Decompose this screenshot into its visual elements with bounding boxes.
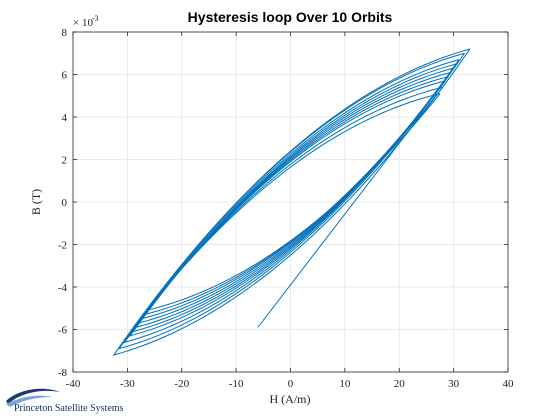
y-tick-label: 0 [62, 197, 68, 209]
hysteresis-loop-line [112, 48, 471, 356]
y-axis-label: B (T) [29, 189, 43, 215]
hysteresis-loop-line [128, 63, 457, 337]
y-tick-label: -6 [58, 325, 68, 337]
logo-swoosh-icon [6, 388, 60, 404]
x-tick-label: 10 [339, 378, 351, 390]
company-logo: Princeton Satellite Systems [6, 388, 124, 414]
grid-lines [73, 32, 508, 372]
x-tick-label: 30 [448, 378, 460, 390]
y-tick-labels: -8 -6 -4 -2 0 2 4 6 8 [58, 27, 68, 379]
y-tick-label: 6 [62, 70, 68, 82]
x-tick-label: -20 [174, 378, 189, 390]
y-tick-label: 2 [62, 155, 68, 167]
chart-title: Hysteresis loop Over 10 Orbits [188, 9, 393, 25]
tick-marks [72, 31, 509, 373]
y-tick-label: 8 [62, 27, 68, 39]
x-tick-label: 40 [503, 378, 515, 390]
x-tick-label: 20 [394, 378, 406, 390]
plot-area [72, 31, 509, 373]
company-name: Princeton Satellite Systems [14, 403, 124, 414]
x-axis-label: H (A/m) [270, 392, 311, 406]
y-multiplier-exponent: -3 [92, 14, 99, 23]
x-tick-label: -10 [229, 378, 244, 390]
y-tick-label: -8 [58, 367, 68, 379]
hysteresis-loop-line [117, 52, 465, 350]
y-tick-label: -2 [58, 240, 67, 252]
data-lines [112, 48, 471, 356]
x-tick-label: 0 [288, 378, 294, 390]
logo-accent-swoosh-icon [6, 395, 52, 407]
x-tick-labels: -40 -30 -20 -10 0 10 20 30 40 [66, 378, 514, 390]
x-tick-label: -40 [66, 378, 81, 390]
x-tick-label: -30 [120, 378, 135, 390]
y-multiplier-base: × 10 [73, 17, 93, 29]
y-tick-label: -4 [58, 282, 68, 294]
hysteresis-loop-line [123, 59, 460, 344]
y-tick-label: 4 [62, 112, 68, 124]
